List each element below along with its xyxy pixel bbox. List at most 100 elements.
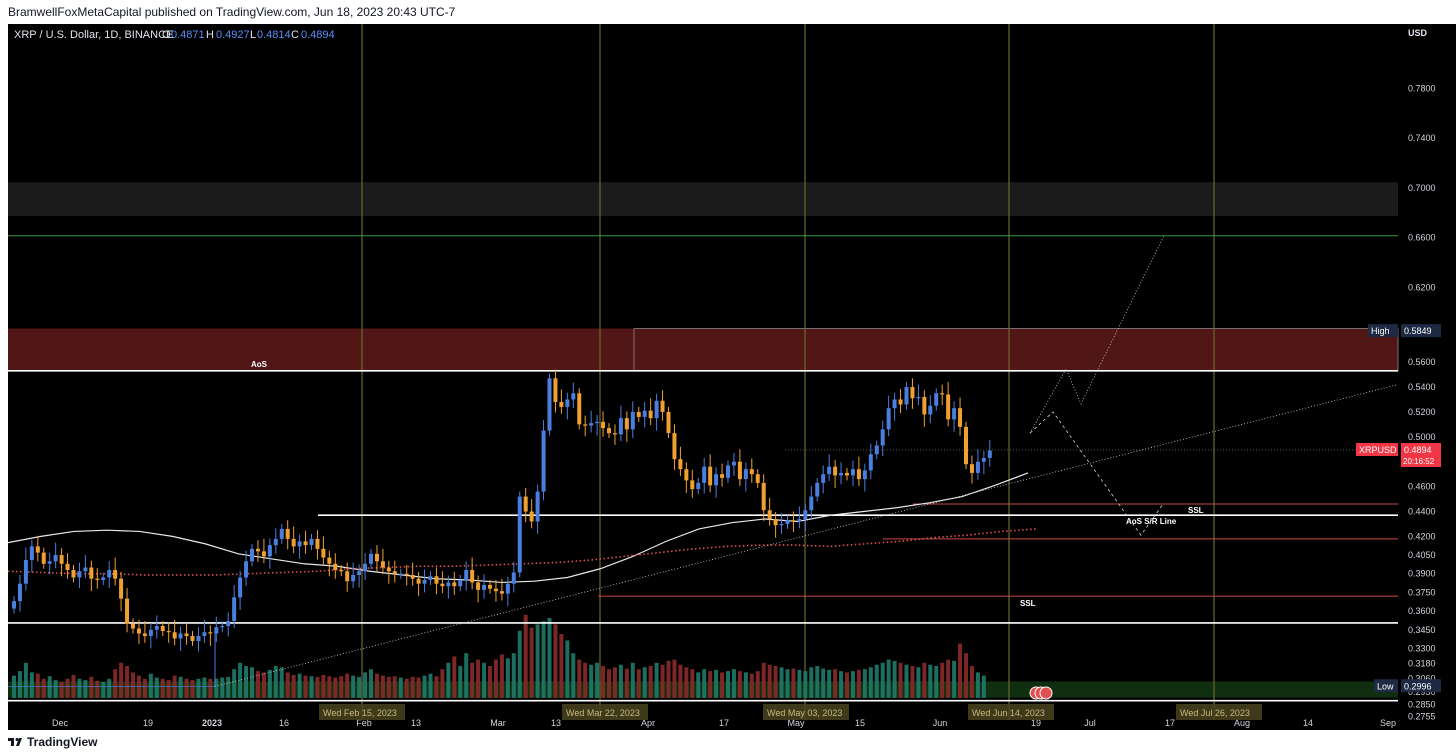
level-label: AoS <box>251 360 268 369</box>
volume-bar <box>190 680 195 698</box>
symbol-legend[interactable]: XRP / U.S. Dollar, 1D, BINANCE O 0.4871 … <box>14 29 335 41</box>
volume-bar <box>910 666 915 698</box>
volume-bar <box>975 672 980 698</box>
candle <box>726 465 730 478</box>
candle <box>89 567 94 579</box>
candle <box>208 632 213 634</box>
volume-bar <box>874 664 879 698</box>
volume-bar <box>577 659 582 698</box>
candle <box>452 582 457 587</box>
candle <box>708 466 713 486</box>
volume-bar <box>398 677 403 698</box>
publish-info: BramwellFoxMetaCapital published on Trad… <box>8 5 456 19</box>
volume-bar <box>803 671 808 698</box>
volume-bar <box>440 669 445 698</box>
price-tick: 0.4400 <box>1408 507 1436 517</box>
candle <box>493 588 498 592</box>
candle <box>297 541 302 547</box>
volume-bar <box>303 675 308 698</box>
level-label: SSL <box>1020 599 1036 608</box>
time-tick: Apr <box>641 718 655 728</box>
candle <box>184 633 189 636</box>
candle <box>107 570 112 578</box>
time-axis[interactable]: Dec 19 2023 16 Feb 13 Mar 13 Apr 17 May 15 Jun 19 Jul 1… <box>52 686 1396 728</box>
volume-bar <box>618 664 623 698</box>
volume-bar <box>232 669 237 698</box>
open-value: 0.4871 <box>171 29 205 41</box>
volume-bar <box>678 664 683 698</box>
volume-bar <box>505 658 510 698</box>
volume-bar <box>29 672 34 698</box>
candle <box>612 433 617 435</box>
price-axis[interactable]: 0.7800 0.7400 0.7000 0.6600 0.6200 0.5600 0.54… <box>1356 83 1441 721</box>
price-tick: 0.3300 <box>1408 643 1436 653</box>
candle <box>166 630 171 633</box>
candle <box>291 538 296 547</box>
candle <box>255 548 260 552</box>
time-tick: 19 <box>143 718 153 728</box>
candles-layer <box>12 369 992 652</box>
volume-bar <box>880 662 885 698</box>
price-tick: 0.3750 <box>1408 587 1436 597</box>
candle <box>690 480 695 490</box>
candle <box>71 570 76 578</box>
candle <box>517 496 522 573</box>
candle <box>261 551 266 557</box>
volume-bar <box>238 662 243 698</box>
volume-bar <box>410 676 415 698</box>
candle <box>618 418 623 435</box>
badge-value-bg <box>1401 443 1441 468</box>
candle <box>464 570 469 580</box>
candle <box>309 538 314 546</box>
candle <box>791 520 796 522</box>
volume-bar <box>148 673 153 698</box>
candle <box>53 555 58 562</box>
candle <box>952 408 957 420</box>
gray-zone <box>8 182 1398 216</box>
volume-bar <box>273 666 278 698</box>
candle <box>321 548 326 558</box>
volume-bar <box>952 660 957 698</box>
volume-bar <box>166 680 171 698</box>
candle <box>958 408 963 427</box>
volume-bar <box>511 653 516 698</box>
candle <box>244 561 249 578</box>
badge-value-bg <box>1401 324 1441 338</box>
volume-bar <box>714 669 719 698</box>
volume-bar <box>470 662 475 698</box>
chart-canvas[interactable]: AoS AoS S/R Line SSL SSL 0.7800 0.7400 0.7000… <box>7 24 1456 730</box>
volume-bar <box>386 676 391 698</box>
candle <box>535 491 540 522</box>
candle <box>380 561 385 568</box>
price-tick: 0.3060 <box>1408 673 1436 683</box>
volume-bar <box>940 662 945 698</box>
volume-bar <box>136 675 141 698</box>
candle <box>827 466 832 475</box>
badge-name-bg <box>1374 679 1398 693</box>
badge-name: High <box>1371 326 1390 336</box>
candle <box>142 633 147 636</box>
volume-bar <box>749 673 754 698</box>
price-tick: 0.4050 <box>1408 550 1436 560</box>
time-tick: Sep <box>1380 718 1396 728</box>
badge-name-bg <box>1368 324 1398 338</box>
candle <box>422 579 427 584</box>
price-chart[interactable]: AoS AoS S/R Line SSL SSL 0.7800 0.7400 0.7000… <box>7 24 1456 730</box>
volume-bar <box>595 662 600 698</box>
candle <box>755 474 760 483</box>
currency-label: USD <box>1408 28 1428 38</box>
badge-value: 0.5849 <box>1404 326 1432 336</box>
candle <box>303 541 308 546</box>
volume-bar <box>708 671 713 698</box>
volume-bar <box>422 675 427 698</box>
close-value: 0.4894 <box>301 29 335 41</box>
candle <box>678 459 683 470</box>
volume-bar <box>83 680 88 698</box>
candle <box>279 528 284 539</box>
time-tick: Feb <box>356 718 372 728</box>
sma-line <box>7 472 1029 584</box>
candle <box>785 520 790 524</box>
candle <box>83 567 88 572</box>
candle <box>541 430 546 492</box>
candle <box>583 424 588 426</box>
